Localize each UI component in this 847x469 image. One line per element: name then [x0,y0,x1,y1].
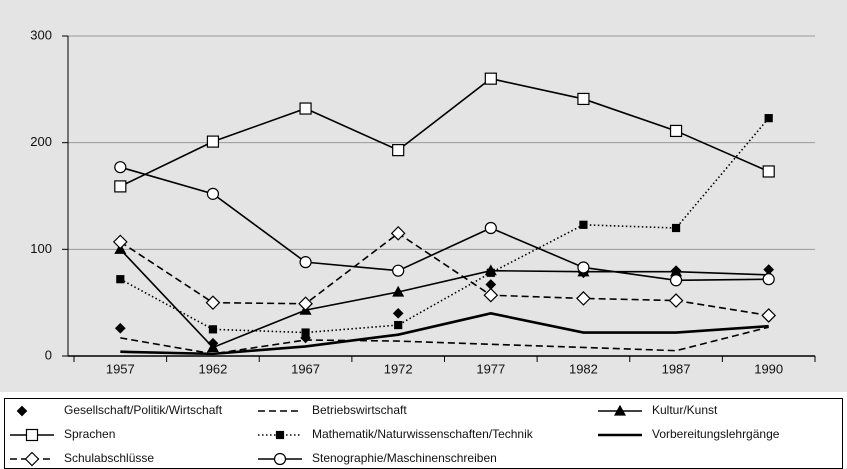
marker [114,322,126,334]
marker [16,405,28,417]
legend-item: Sprachen [10,427,115,441]
marker [112,234,128,250]
marker [273,452,287,466]
marker [484,221,497,235]
legend-label: Schulabschlüsse [64,451,154,465]
plot-background [0,0,847,392]
legend-label: Sprachen [64,427,115,441]
series-line [120,312,769,356]
y-tick-label: 0 [45,347,52,362]
legend-item: Mathematik/Naturwissenschaften/Technik [258,427,534,441]
marker [114,180,127,193]
marker [208,325,218,334]
marker [613,404,627,416]
marker [483,287,499,303]
marker [114,161,127,174]
marker [116,275,125,284]
x-tick-label: 1977 [476,361,505,376]
x-tick-label: 1972 [384,361,413,376]
marker [669,274,683,287]
legend-label: Betriebswirtschaft [312,403,407,417]
x-tick-label: 1987 [662,361,691,376]
legend-item: Stenographie/Maschinenschreiben [258,451,497,465]
marker [668,293,684,308]
x-tick-label: 1962 [198,361,227,376]
series-line [119,248,769,349]
marker [762,165,775,178]
marker [298,296,313,312]
series-line [119,232,769,317]
marker [669,124,683,138]
legend-label: Gesellschaft/Politik/Wirtschaft [64,403,223,417]
marker [671,223,681,233]
marker [577,261,590,274]
x-tick-label: 1982 [569,361,598,376]
x-tick-label: 1967 [291,361,320,376]
legend-label: Kultur/Kunst [652,403,718,417]
marker [275,430,285,440]
marker [577,92,590,106]
marker [25,428,39,442]
series-line [119,77,770,188]
marker [206,135,220,148]
marker [206,341,219,353]
marker [762,273,775,286]
marker [394,320,403,330]
marker [205,295,221,311]
legend-label: Vorbereitungslehrgänge [652,427,780,441]
legend-item: Gesellschaft/Politik/Wirtschaft [16,403,223,417]
legend-item: Betriebswirtschaft [258,403,407,417]
marker [390,225,406,241]
marker [761,308,777,323]
marker [576,291,591,306]
legend-item: Vorbereitungslehrgänge [598,427,780,441]
marker [764,114,773,123]
marker [206,187,220,200]
marker [299,256,312,269]
series-line [120,166,769,282]
marker [392,144,405,157]
legend-label: Stenographie/Maschinenschreiben [312,451,497,465]
series-line [119,117,770,334]
marker [392,264,405,277]
legend: Gesellschaft/Politik/Wirtschaft Betriebsw… [10,403,780,467]
legend-item: Kultur/Kunst [598,403,718,417]
marker [486,268,495,277]
x-tick-label: 1957 [106,361,135,376]
y-tick-label: 200 [30,134,52,149]
marker [24,451,40,467]
y-tick-label: 100 [30,241,52,256]
marker [579,220,588,229]
series-line [120,326,769,355]
marker [299,102,312,115]
y-tick-label: 300 [30,27,52,42]
marker [392,285,405,297]
x-tick-label: 1990 [754,361,783,376]
marker [484,72,497,85]
marker [301,328,310,337]
legend-box [4,398,843,469]
marker [392,307,404,319]
legend-label: Mathematik/Naturwissenschaften/Technik [312,427,534,441]
legend-item: Schulabschlüsse [10,451,154,467]
